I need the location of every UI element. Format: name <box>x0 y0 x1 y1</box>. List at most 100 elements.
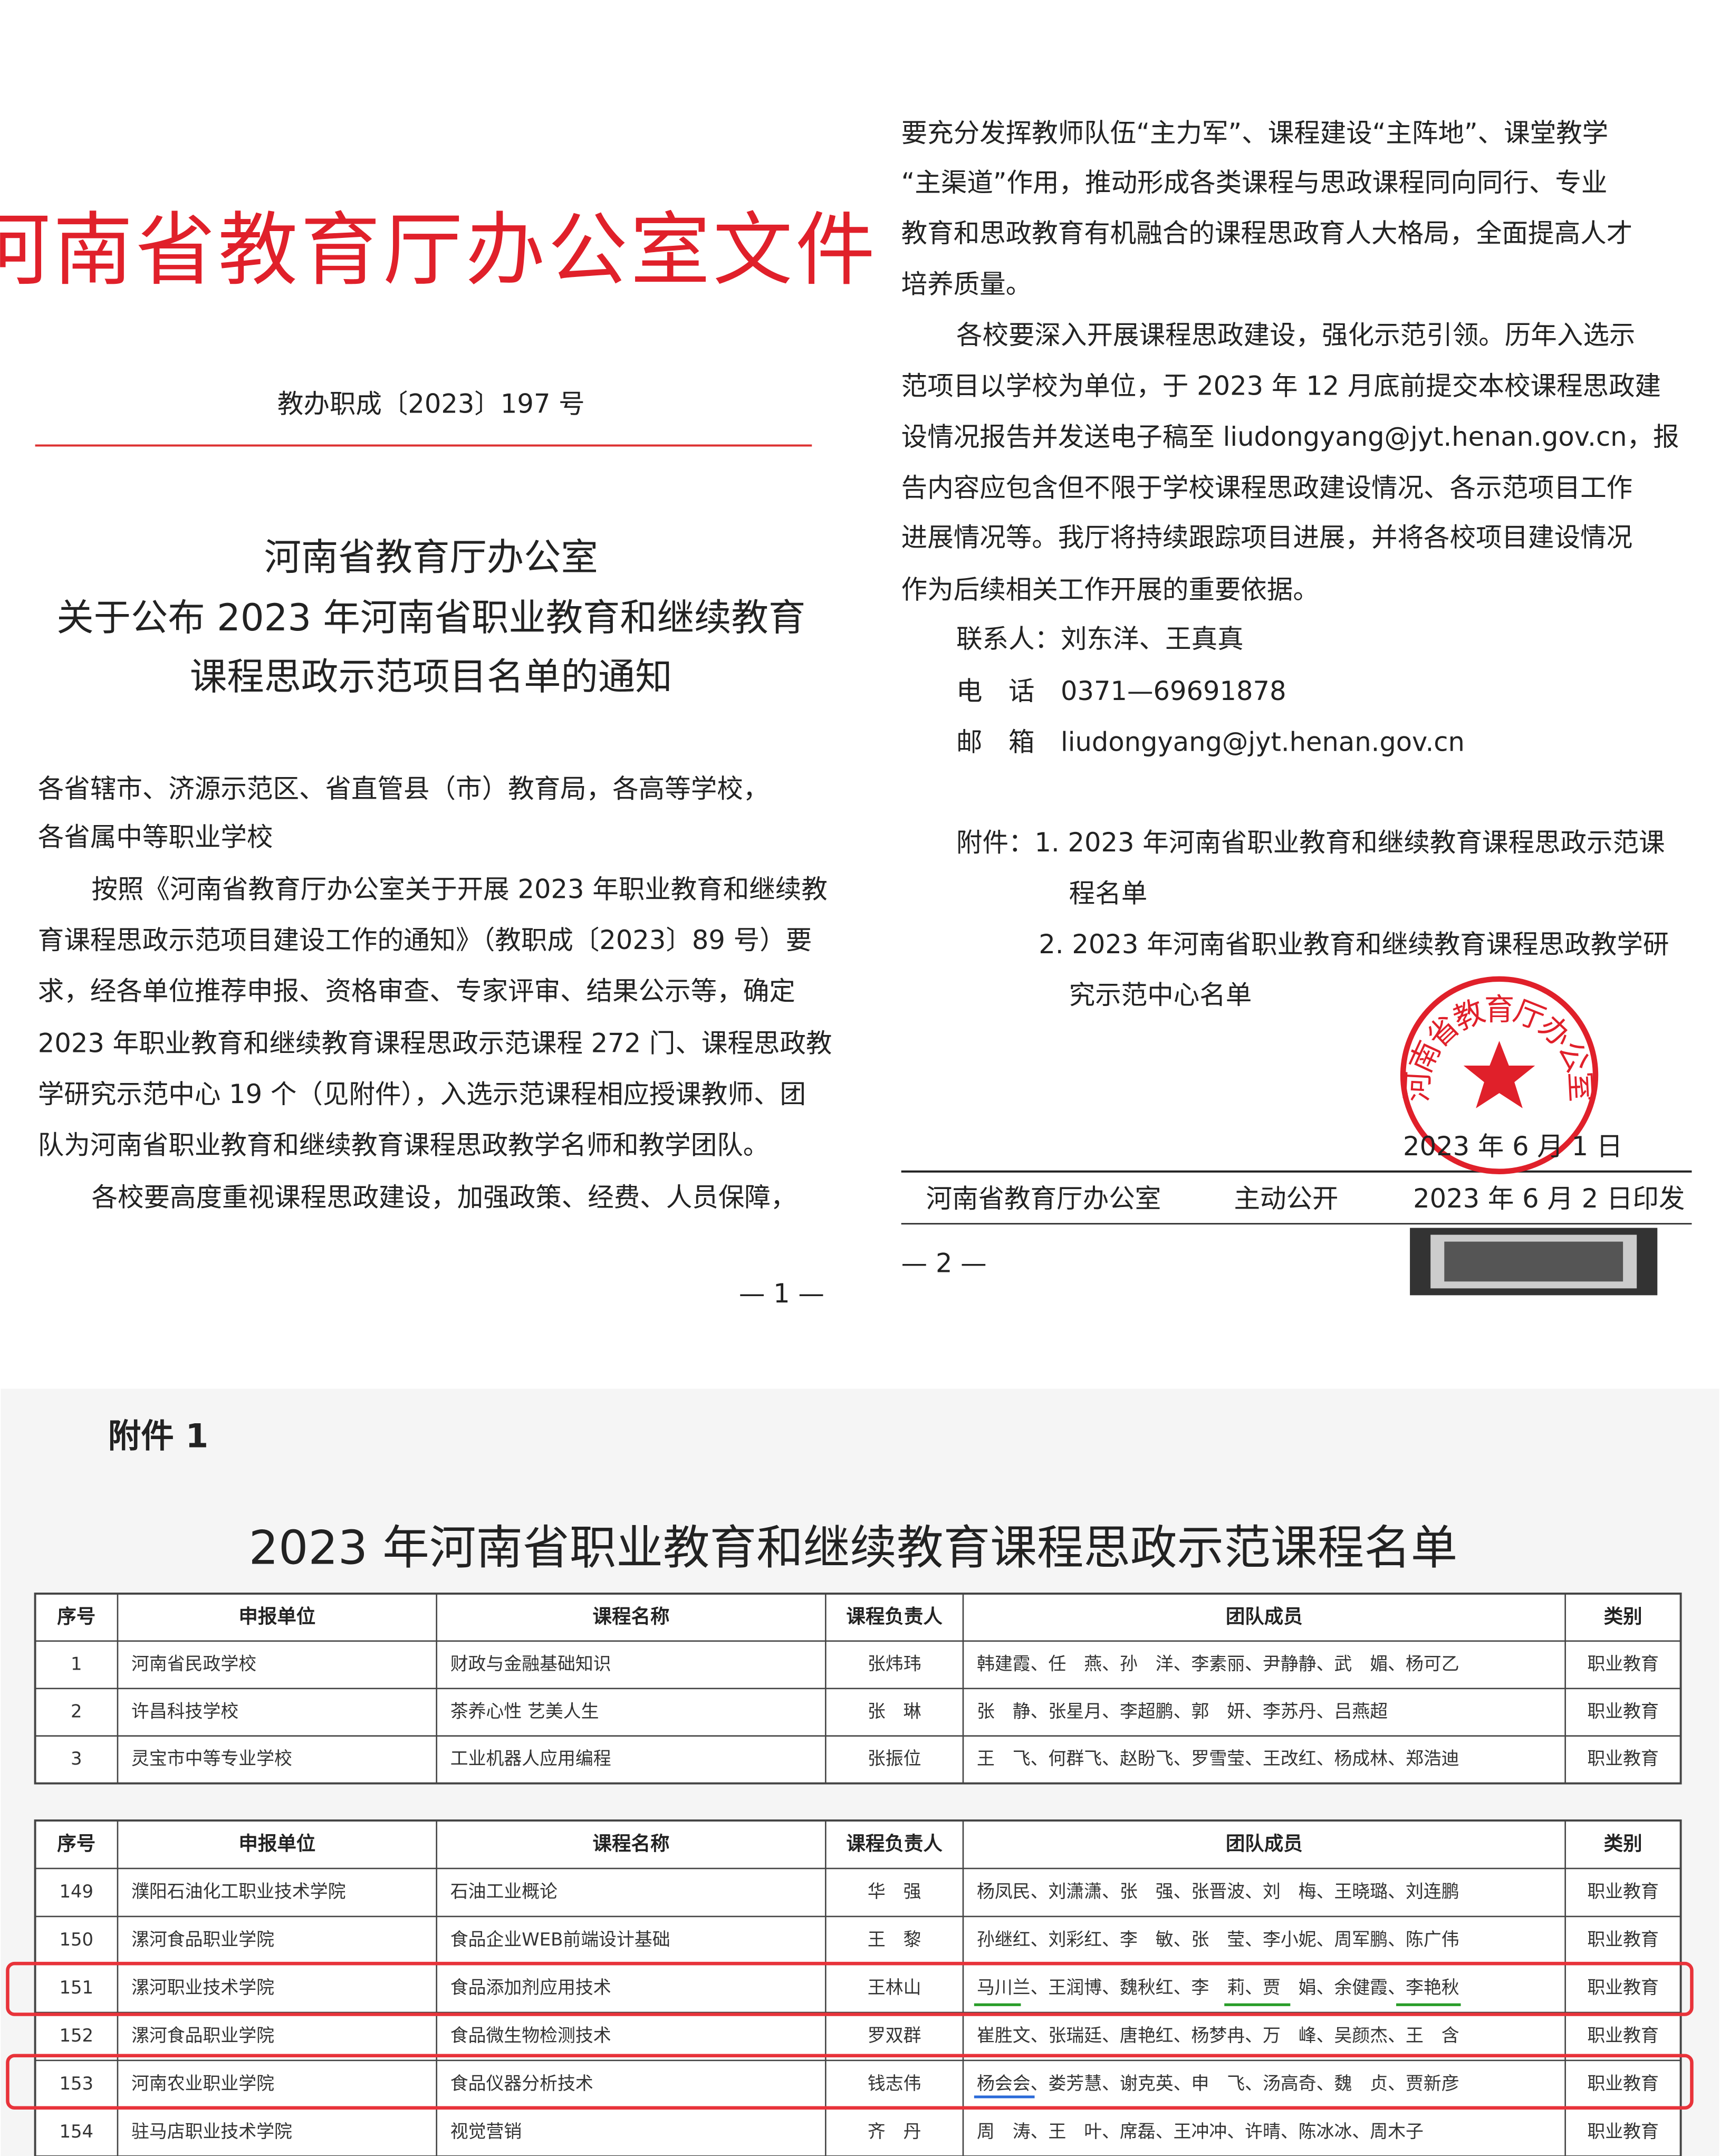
table-cell: 2 <box>71 1701 82 1721</box>
table-cell: 韩建霞、任 燕、孙 洋、李素丽、尹静静、武 媚、杨可乙 <box>977 1653 1459 1674</box>
table-cell: 149 <box>59 1881 93 1902</box>
table-header: 课程名称 <box>593 1832 670 1855</box>
table-cell: 漯河职业技术学院 <box>131 1977 274 1998</box>
masthead: 河南省教育厅办公室文件 <box>0 204 878 296</box>
body-line: 进展情况等。我厅将持续跟踪项目进展，并将各校项目建设情况 <box>901 522 1632 552</box>
body-line: 各省辖市、济源示范区、省直管县（市）教育局，各高等学校， <box>38 773 769 804</box>
table-cell: 王林山 <box>868 1977 921 1998</box>
body-line: “主渠道”作用，推动形成各类课程与思政课程同向同行、专业 <box>901 167 1608 198</box>
table-cell: 职业教育 <box>1587 2025 1659 2046</box>
body-line: 队为河南省职业教育和继续教育课程思政教学名师和教学团队。 <box>38 1129 769 1160</box>
table-cell: 职业教育 <box>1587 1881 1659 1902</box>
notice-title: 河南省教育厅办公室 <box>264 535 598 579</box>
qr-code <box>1410 1228 1658 1296</box>
table-cell: 张振位 <box>868 1748 921 1769</box>
table-cell: 153 <box>59 2073 93 2094</box>
table-header: 申报单位 <box>238 1832 315 1855</box>
attachment-label: 附件 1 <box>108 1416 208 1455</box>
table-cell: 齐 丹 <box>868 2121 921 2142</box>
table-header: 序号 <box>57 1832 95 1855</box>
table-cell: 濮阳石油化工职业技术学院 <box>131 1881 346 1902</box>
date: 2023 年 6 月 1 日 <box>1403 1131 1622 1162</box>
table-cell: 视觉营销 <box>450 2121 522 2142</box>
table-cell: 食品微生物检测技术 <box>450 2025 611 2046</box>
table-header: 申报单位 <box>238 1605 315 1627</box>
table-cell: 张 静、张星月、李超鹏、郭 妍、李苏丹、吕燕超 <box>977 1701 1388 1721</box>
table-cell: 崔胜文、张瑞廷、唐艳红、杨梦冉、万 峰、吴颜杰、王 含 <box>977 2025 1459 2046</box>
notice-title: 关于公布 2023 年河南省职业教育和继续教育 <box>56 596 805 639</box>
table-cell: 职业教育 <box>1587 1748 1659 1769</box>
table-cell: 职业教育 <box>1587 1977 1659 1998</box>
table-cell: 职业教育 <box>1587 1701 1659 1721</box>
body-line: 各校要高度重视课程思政建设，加强政策、经费、人员保障， <box>91 1182 796 1212</box>
body-line: 范项目以学校为单位，于 2023 年 12 月底前提交本校课程思政建 <box>901 371 1661 401</box>
page-number: — 1 — <box>739 1278 824 1309</box>
footer-text: 主动公开 <box>1234 1183 1338 1214</box>
table-cell: 茶养心性 艺美人生 <box>450 1701 599 1721</box>
footer-text: 河南省教育厅办公室 <box>926 1183 1161 1214</box>
body-line: 学研究示范中心 19 个（见附件），入选示范课程相应授课教师、团 <box>38 1079 806 1109</box>
table-cell: 职业教育 <box>1587 2121 1659 2142</box>
table-cell: 石油工业概论 <box>450 1881 558 1902</box>
body-line: 2023 年职业教育和继续教育课程思政示范课程 272 门、课程思政教 <box>38 1028 832 1058</box>
doc-number: 教办职成〔2023〕197 号 <box>277 388 585 419</box>
attachment-line: 究示范中心名单 <box>1069 980 1252 1010</box>
seal <box>1400 976 1599 1174</box>
table-header: 团队成员 <box>1226 1832 1303 1855</box>
table-cell: 杨凤民、刘潇潇、张 强、张晋波、刘 梅、王晓璐、刘连鹏 <box>977 1881 1459 1902</box>
table-cell: 漯河食品职业学院 <box>131 1929 274 1950</box>
table-cell: 151 <box>59 1977 93 1998</box>
table-cell: 灵宝市中等专业学校 <box>131 1748 292 1769</box>
table-cell: 职业教育 <box>1587 1929 1659 1950</box>
table-cell: 马川兰、王润博、魏秋红、李 莉、贾 娟、余健霞、李艳秋 <box>977 1977 1459 1998</box>
table-cell: 王 黎 <box>868 1929 921 1950</box>
table-frame <box>34 1819 1682 2156</box>
table-header: 类别 <box>1604 1832 1642 1855</box>
table-cell: 职业教育 <box>1587 1653 1659 1674</box>
seal-star <box>1463 1041 1535 1108</box>
table-header: 课程负责人 <box>846 1832 943 1855</box>
contact-line: 电 话 0371—69691878 <box>956 676 1286 706</box>
body-line: 作为后续相关工作开展的重要依据。 <box>901 574 1319 605</box>
footer-text: 2023 年 6 月 2 日印发 <box>1413 1183 1685 1214</box>
table-cell: 驻马店职业技术学院 <box>131 2121 292 2142</box>
contact-line: 邮 箱 liudongyang@jyt.henan.gov.cn <box>956 727 1465 758</box>
highlight-box <box>6 2054 1694 2110</box>
attachment-line: 程名单 <box>1069 878 1148 908</box>
table-cell: 财政与金融基础知识 <box>450 1653 611 1674</box>
body-line: 各校要深入开展课程思政建设，强化示范引领。历年入选示 <box>956 320 1635 350</box>
table-cell: 154 <box>59 2121 93 2142</box>
body-line: 各省属中等职业学校 <box>38 821 273 852</box>
body-line: 告内容应包含但不限于学校课程思政建设情况、各示范项目工作 <box>901 472 1632 503</box>
table-cell: 河南省民政学校 <box>131 1653 256 1674</box>
table-header: 序号 <box>57 1605 95 1627</box>
table-cell: 食品企业WEB前端设计基础 <box>450 1929 670 1950</box>
table-header: 课程名称 <box>593 1605 670 1627</box>
table-cell: 许昌科技学校 <box>131 1701 238 1721</box>
attachment-line: 附件：1. 2023 年河南省职业教育和继续教育课程思政示范课 <box>956 827 1665 858</box>
body-line: 设情况报告并发送电子稿至 liudongyang@jyt.henan.gov.c… <box>901 421 1679 452</box>
body-line: 育课程思政示范项目建设工作的通知》（教职成〔2023〕89 号）要 <box>38 925 812 955</box>
table-cell: 食品仪器分析技术 <box>450 2073 593 2094</box>
table-cell: 张 琳 <box>868 1701 921 1721</box>
body-line: 要充分发挥教师队伍“主力军”、课程建设“主阵地”、课堂教学 <box>901 118 1609 148</box>
table-cell: 孙继红、刘彩红、李 敏、张 莹、李小妮、周军鹏、陈广伟 <box>977 1929 1459 1950</box>
table-cell: 张炜玮 <box>868 1653 921 1674</box>
table-cell: 河南农业职业学院 <box>131 2073 274 2094</box>
table-cell: 职业教育 <box>1587 2073 1659 2094</box>
page-number: — 2 — <box>901 1248 987 1278</box>
table-cell: 食品添加剂应用技术 <box>450 1977 611 1998</box>
table-cell: 152 <box>59 2025 93 2046</box>
attachment-title: 2023 年河南省职业教育和继续教育课程思政示范课程名单 <box>249 1521 1458 1575</box>
contact-line: 联系人：刘东洋、王真真 <box>956 624 1244 654</box>
table-header: 课程负责人 <box>846 1605 943 1627</box>
table-cell: 漯河食品职业学院 <box>131 2025 274 2046</box>
table-cell: 华 强 <box>868 1881 921 1902</box>
table-cell: 工业机器人应用编程 <box>450 1748 611 1769</box>
attachment-line: 2. 2023 年河南省职业教育和继续教育课程思政教学研 <box>1039 929 1669 960</box>
table-header: 类别 <box>1604 1605 1642 1627</box>
body-line: 培养质量。 <box>901 269 1032 300</box>
body-line: 求，经各单位推荐申报、资格审查、专家评审、结果公示等，确定 <box>38 975 795 1006</box>
body-line: 按照《河南省教育厅办公室关于开展 2023 年职业教育和继续教 <box>91 874 827 905</box>
